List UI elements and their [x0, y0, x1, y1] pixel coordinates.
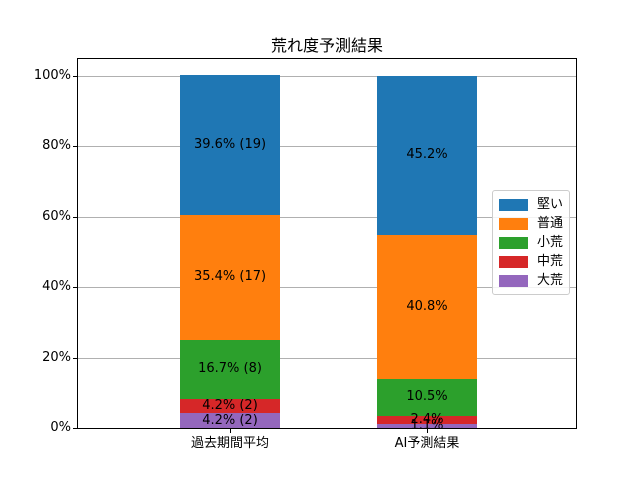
x-axis-tick-label: AI予測結果	[394, 436, 460, 451]
chart-title: 荒れ度予測結果	[270, 36, 383, 55]
bar-segment-label: 40.8%	[406, 299, 448, 314]
gridline	[77, 358, 576, 359]
bar-segment	[377, 76, 477, 235]
bar-segment-label: 2.4%	[410, 412, 444, 427]
legend-label: 中荒	[537, 253, 564, 269]
y-axis-tick-label: 0%	[50, 420, 71, 435]
legend-item: 大荒	[499, 273, 563, 289]
bar-segment-label: 1.1%	[410, 418, 444, 433]
bar-segment-label: 10.5%	[406, 389, 448, 404]
bar-segment-label: 39.6% (19)	[193, 137, 267, 152]
bar-segment	[377, 235, 477, 379]
gridline	[77, 287, 576, 288]
y-axis-tick-mark	[73, 428, 77, 429]
legend-label: 普通	[537, 215, 564, 231]
gridline	[77, 146, 576, 147]
y-axis-tick-label: 100%	[33, 68, 71, 83]
legend-label: 大荒	[537, 272, 564, 288]
legend-item: 小荒	[499, 235, 563, 251]
y-axis-tick-label: 40%	[42, 279, 71, 294]
legend: 堅い普通小荒中荒大荒	[492, 190, 570, 295]
legend-swatch	[499, 274, 528, 287]
legend-swatch	[499, 236, 528, 249]
bar-segment	[180, 75, 280, 215]
bar-segment-label: 4.2% (2)	[202, 413, 258, 428]
bar-segment	[180, 413, 280, 428]
y-axis-tick-mark	[73, 358, 77, 359]
y-axis-tick-mark	[73, 146, 77, 147]
y-axis-tick-label: 20%	[42, 350, 71, 365]
bar-segment-label: 16.7% (8)	[198, 361, 262, 376]
y-axis-tick-mark	[73, 287, 77, 288]
legend-swatch	[499, 255, 528, 268]
legend-label: 堅い	[537, 196, 564, 212]
bar-segment	[180, 340, 280, 399]
bar-segment	[377, 379, 477, 416]
bar-segment-label: 45.2%	[406, 147, 448, 162]
x-axis-tick-mark	[427, 429, 428, 433]
bar-segment-label: 4.2% (2)	[202, 398, 258, 413]
bar-segment	[377, 416, 477, 424]
x-axis-tick-mark	[230, 429, 231, 433]
gridline	[77, 217, 576, 218]
bar-segment	[377, 424, 477, 428]
y-axis-tick-mark	[73, 76, 77, 77]
legend-label: 小荒	[537, 234, 564, 250]
bar-segment	[180, 215, 280, 340]
legend-item: 普通	[499, 216, 563, 232]
x-axis-tick-label: 過去期間平均	[190, 436, 269, 451]
legend-swatch	[499, 198, 528, 211]
legend-swatch	[499, 217, 528, 230]
y-axis-tick-label: 80%	[42, 138, 71, 153]
gridline	[77, 76, 576, 77]
legend-item: 堅い	[499, 197, 563, 213]
bar-segment-label: 35.4% (17)	[193, 269, 267, 284]
bar-segment	[180, 398, 280, 413]
legend-item: 中荒	[499, 254, 563, 270]
y-axis-tick-mark	[73, 217, 77, 218]
y-axis-tick-label: 60%	[42, 209, 71, 224]
